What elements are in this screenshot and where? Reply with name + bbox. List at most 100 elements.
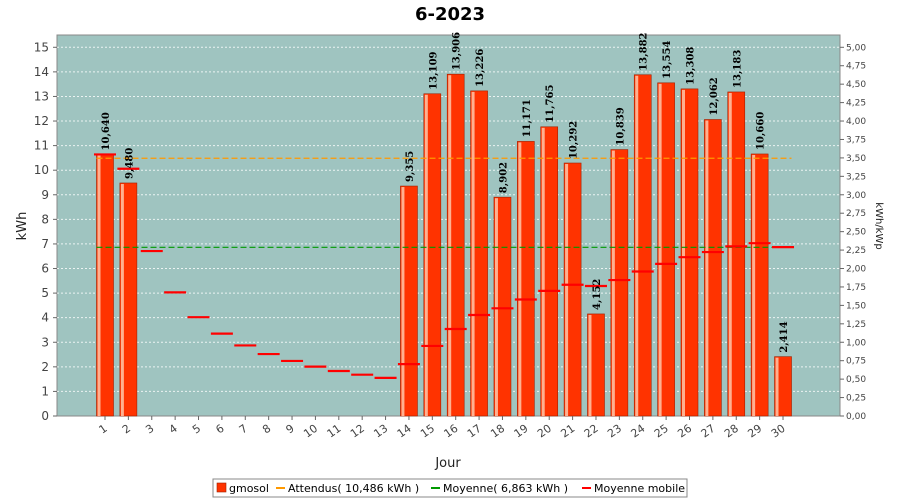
moving-average-marks	[94, 153, 795, 379]
y-tick-label: 4	[41, 311, 49, 325]
y-right-tick-label: 2,75	[846, 209, 866, 219]
y-tick-label: 0	[41, 409, 49, 423]
y-axis-right-ticks: 0,00 0,25 0,50 0,75 1,00 1,25 1,50 1,75 2,00 2,25…	[840, 43, 866, 422]
x-tick-label: 7	[237, 422, 250, 437]
x-tick-label: 6	[213, 422, 226, 437]
bar	[446, 73, 465, 417]
y-tick-label: 1	[41, 384, 49, 398]
y-axis-label: kWh	[15, 212, 30, 241]
y-tick-label: 7	[41, 237, 49, 251]
y-right-tick-label: 0,25	[846, 394, 866, 404]
bar	[470, 90, 488, 417]
x-tick-label: 16	[441, 422, 460, 441]
data-label: 8,902	[498, 162, 509, 193]
y-right-tick-label: 5,00	[846, 43, 866, 53]
bar-highlight	[658, 83, 662, 417]
bar	[704, 119, 722, 417]
data-labels: 10,640 9,480 9,355 13,109 13,906 13,226 8,902 1…	[101, 32, 790, 353]
bar	[680, 88, 699, 417]
legend-label: gmosol	[229, 482, 269, 495]
x-tick-label: 30	[769, 422, 788, 441]
data-label: 13,882	[639, 32, 650, 70]
y-right-tick-label: 3,25	[846, 172, 866, 182]
bar-highlight	[471, 91, 475, 416]
y-right-tick-label: 4,25	[846, 99, 866, 109]
y-tick-label: 10	[34, 163, 49, 177]
y-right-tick-label: 2,50	[846, 228, 866, 238]
data-label: 10,640	[101, 112, 112, 150]
data-label: 10,292	[569, 121, 580, 159]
bar	[423, 93, 442, 417]
x-tick-label: 14	[395, 422, 414, 441]
bar-highlight	[97, 155, 101, 417]
x-axis-label: Jour	[434, 456, 461, 471]
y-tick-label: 13	[34, 89, 49, 103]
data-label: 9,480	[124, 148, 135, 179]
bar	[400, 185, 418, 417]
data-label: 13,308	[686, 47, 697, 85]
y-right-tick-label: 1,50	[846, 301, 866, 311]
legend-label: Moyenne( 6,863 kWh )	[443, 482, 568, 495]
bar-highlight	[635, 75, 639, 416]
x-tick-label: 22	[582, 422, 601, 441]
x-tick-label: 25	[652, 422, 671, 441]
x-tick-label: 24	[629, 422, 648, 441]
bar-highlight	[401, 187, 405, 416]
bar	[540, 126, 559, 417]
bar	[587, 313, 605, 417]
y-right-tick-label: 4,75	[846, 62, 866, 72]
legend-label: Attendus( 10,486 kWh )	[288, 482, 419, 495]
legend-item: gmosol	[216, 482, 269, 495]
data-label: 2,414	[779, 321, 790, 352]
data-label: 11,765	[545, 84, 556, 122]
bar-highlight	[682, 89, 685, 417]
x-tick-label: 11	[325, 422, 344, 441]
y-tick-label: 9	[41, 188, 49, 202]
bar	[493, 196, 512, 417]
bar	[517, 141, 535, 417]
bar-highlight	[728, 92, 732, 416]
legend-item: Attendus( 10,486 kWh )	[276, 482, 419, 495]
y-tick-label: 15	[34, 40, 49, 54]
bar	[633, 74, 652, 417]
x-tick-label: 3	[143, 422, 156, 437]
bar	[750, 153, 769, 417]
y-right-tick-label: 3,00	[846, 191, 866, 201]
x-tick-label: 26	[675, 422, 694, 441]
bar-highlight	[494, 198, 498, 416]
data-label: 10,839	[615, 107, 626, 145]
data-label: 13,554	[662, 41, 673, 79]
y-tick-label: 11	[34, 139, 49, 153]
data-label: 13,906	[452, 32, 463, 70]
chart-title: 6-2023	[415, 4, 485, 25]
x-tick-label: 15	[418, 422, 437, 441]
y-tick-label: 12	[34, 114, 49, 128]
bar-highlight	[424, 94, 428, 416]
y-right-tick-label: 1,00	[846, 338, 866, 348]
data-label: 13,183	[732, 50, 743, 88]
x-tick-label: 5	[190, 422, 203, 437]
legend-swatch	[216, 482, 227, 493]
data-label: 4,152	[592, 279, 603, 310]
y-right-tick-label: 3,75	[846, 135, 866, 145]
y-tick-label: 6	[41, 262, 49, 276]
legend-label: Moyenne mobile	[594, 482, 685, 495]
bar-highlight	[541, 127, 545, 416]
x-tick-label: 12	[348, 422, 367, 441]
x-tick-label: 21	[558, 422, 577, 441]
bar	[727, 91, 746, 417]
bar-highlight	[611, 150, 615, 417]
bar	[774, 356, 792, 417]
y-right-tick-label: 1,25	[846, 320, 866, 330]
bar-highlight	[752, 154, 756, 416]
x-tick-label: 27	[699, 422, 718, 441]
x-tick-label: 18	[488, 422, 507, 441]
bar-highlight	[120, 183, 124, 416]
x-tick-label: 20	[535, 422, 554, 441]
y-right-tick-label: 1,75	[846, 283, 866, 293]
bar	[563, 162, 582, 417]
y-right-tick-label: 2,00	[846, 265, 866, 275]
x-axis-ticks: 1 2 3 4 5 6 7 8 9 10 11 12 13 14 15 16 17 18 19 20 21 22 23 24 2…	[97, 416, 788, 440]
data-label: 13,109	[428, 51, 439, 89]
